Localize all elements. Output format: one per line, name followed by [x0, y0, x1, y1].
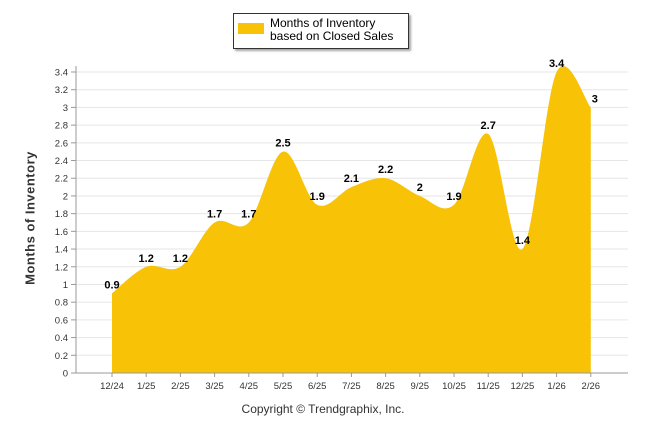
x-tick-label: 1/26	[547, 381, 566, 392]
x-tick-label: 9/25	[411, 381, 430, 392]
data-label: 1.7	[241, 209, 256, 221]
y-tick-label: 2.2	[55, 174, 68, 185]
y-tick-label: 0.6	[55, 315, 68, 326]
data-label: 1.7	[207, 209, 222, 221]
data-label: 2.2	[378, 164, 393, 176]
y-tick-label: 1.4	[55, 245, 68, 256]
legend-label: Months of Inventory based on Closed Sale…	[270, 16, 394, 43]
x-tick-label: 6/25	[308, 381, 327, 392]
x-tick-label: 2/26	[582, 381, 601, 392]
y-tick-label: 1.2	[55, 262, 68, 273]
y-tick-label: 3.2	[55, 85, 68, 96]
legend: Months of Inventory based on Closed Sale…	[233, 13, 409, 49]
data-label: 0.9	[104, 279, 119, 291]
data-label: 2.1	[344, 173, 359, 185]
y-axis-ticks: 0 0.2 0.4 0.6 0.8 1 1.2 1.4 1.6 1.8 2 2.2 2.4 2.6 2.8 3…	[55, 68, 76, 380]
x-tick-label: 12/24	[100, 381, 124, 392]
x-tick-label: 10/25	[442, 381, 466, 392]
data-label: 2.5	[275, 138, 290, 150]
data-label: 1.2	[139, 253, 154, 265]
data-label: 2.7	[481, 120, 496, 132]
copyright-footer: Copyright © Trendgraphix, Inc.	[241, 402, 405, 416]
y-tick-label: 0.4	[55, 333, 68, 344]
x-tick-label: 8/25	[376, 381, 395, 392]
x-tick-label: 3/25	[205, 381, 224, 392]
data-label: 3.4	[549, 58, 565, 70]
y-tick-label: 3.4	[55, 68, 68, 79]
axes	[75, 66, 628, 374]
y-tick-label: 0.2	[55, 351, 68, 362]
data-label: 1.4	[515, 235, 531, 247]
y-axis-title: Months of Inventory	[22, 151, 38, 285]
data-label: 1.2	[173, 253, 188, 265]
data-labels: 0.9 1.2 1.2 1.7 1.7 2.5 1.9 2.1 2.2 2 1.9 2.7 1.4 3.4…	[104, 58, 598, 291]
y-tick-label: 1.6	[55, 227, 68, 238]
legend-swatch	[238, 23, 264, 34]
y-tick-label: 0	[63, 369, 68, 380]
x-tick-label: 1/25	[137, 381, 156, 392]
x-tick-label: 4/25	[240, 381, 259, 392]
series-area	[112, 65, 591, 373]
data-label: 2	[417, 182, 423, 194]
data-label: 1.9	[310, 191, 325, 203]
x-tick-label: 12/25	[511, 381, 535, 392]
x-tick-label: 5/25	[274, 381, 293, 392]
x-tick-label: 2/25	[171, 381, 190, 392]
data-label: 3	[592, 93, 598, 105]
y-tick-label: 3	[63, 103, 68, 114]
x-axis-ticks: 12/24 1/25 2/25 3/25 4/25 5/25 6/25 7/25 8/25 9/2…	[100, 373, 600, 392]
x-tick-label: 11/25	[477, 381, 500, 392]
y-tick-label: 1.8	[55, 209, 68, 220]
y-tick-label: 1	[63, 280, 68, 291]
series-area-shape	[112, 65, 591, 373]
data-label: 1.9	[446, 191, 461, 203]
y-tick-label: 2.6	[55, 138, 68, 149]
y-tick-label: 2.4	[55, 156, 68, 167]
x-tick-label: 7/25	[342, 381, 361, 392]
y-tick-label: 2.8	[55, 121, 68, 132]
y-tick-label: 0.8	[55, 298, 68, 309]
y-tick-label: 2	[63, 191, 68, 202]
